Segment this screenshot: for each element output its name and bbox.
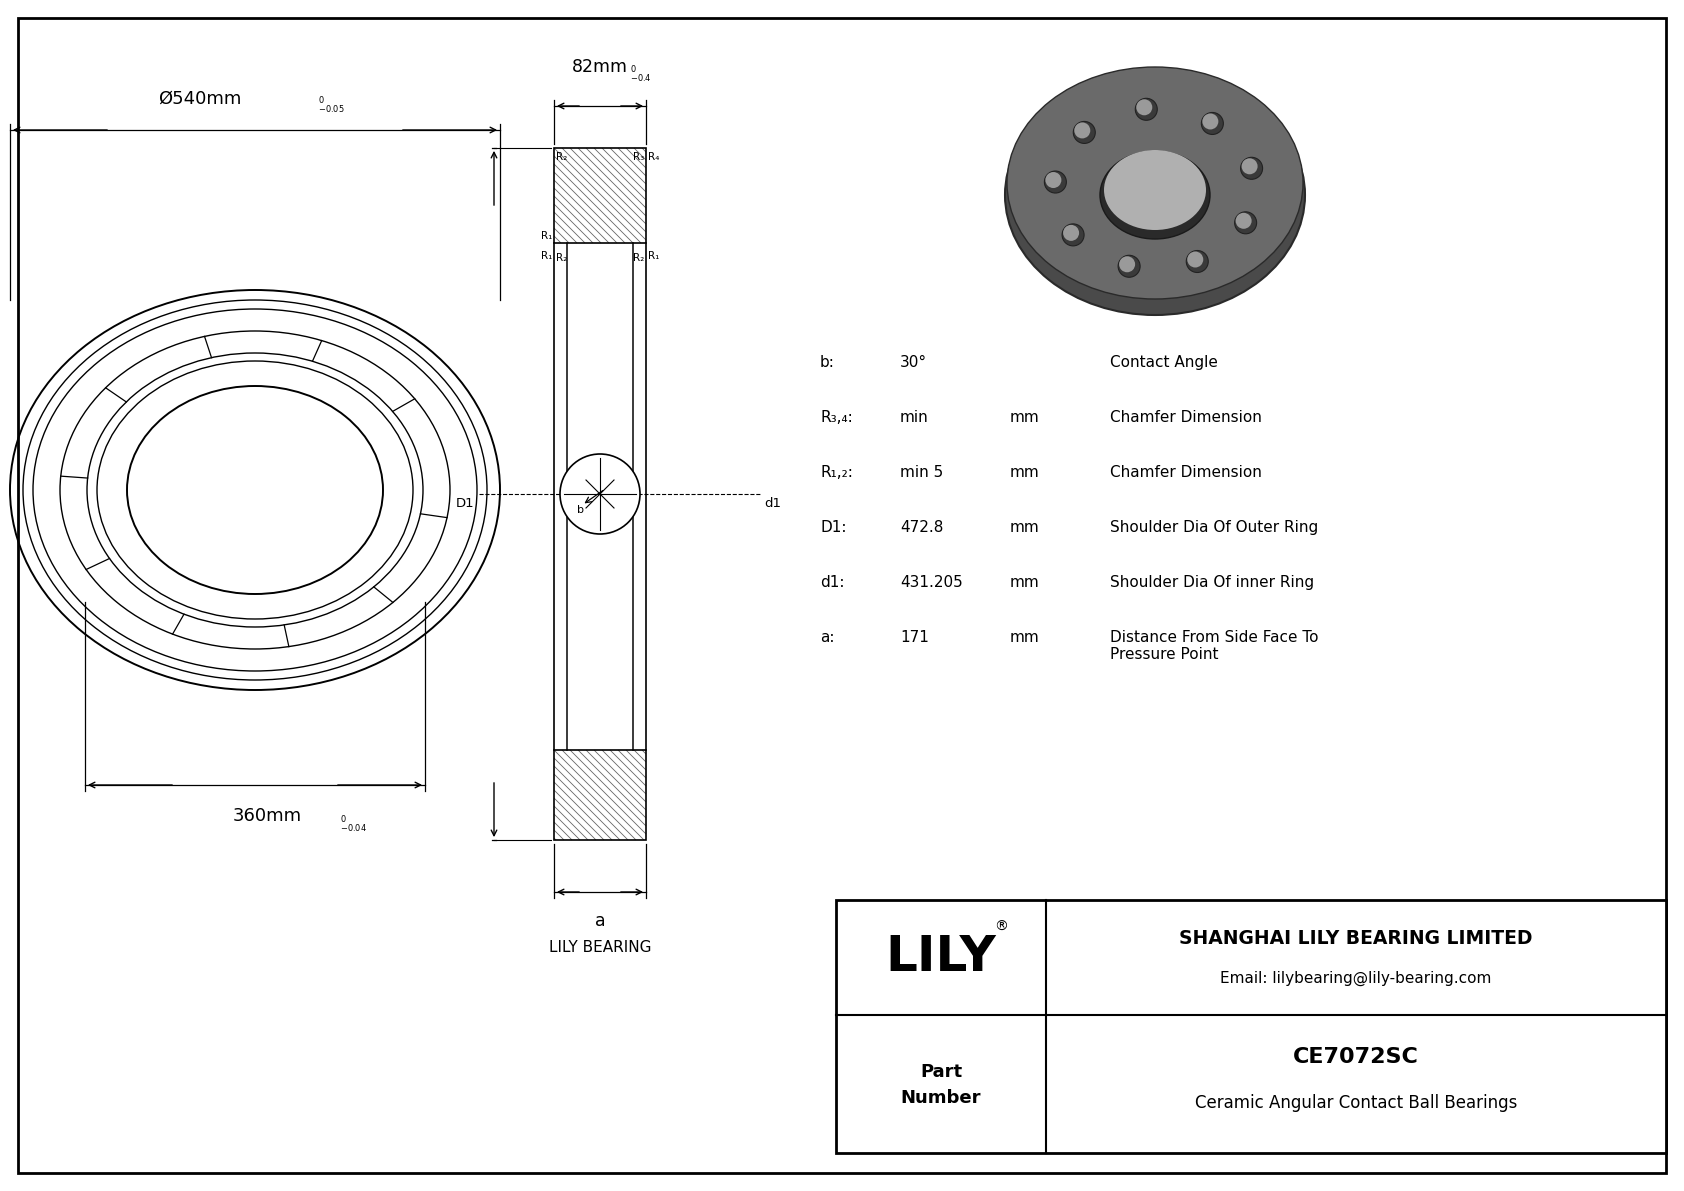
Text: R₁,₂:: R₁,₂: — [820, 464, 852, 480]
Text: mm: mm — [1010, 575, 1039, 590]
Ellipse shape — [1005, 75, 1305, 314]
Circle shape — [1044, 172, 1066, 193]
Circle shape — [1202, 113, 1218, 130]
Ellipse shape — [1105, 150, 1206, 230]
Bar — [554, 148, 647, 243]
Text: $^{0}_{-0.4}$: $^{0}_{-0.4}$ — [630, 64, 652, 85]
Circle shape — [1063, 224, 1084, 245]
Text: 171: 171 — [899, 630, 930, 646]
Text: min 5: min 5 — [899, 464, 943, 480]
Circle shape — [1137, 99, 1152, 116]
Text: $^{0}_{-0.04}$: $^{0}_{-0.04}$ — [340, 815, 367, 835]
Text: Part: Part — [919, 1064, 962, 1081]
Circle shape — [1063, 225, 1079, 241]
Text: R₄: R₄ — [648, 152, 660, 162]
Circle shape — [1073, 121, 1095, 143]
Text: 431.205: 431.205 — [899, 575, 963, 590]
Text: Ceramic Angular Contact Ball Bearings: Ceramic Angular Contact Ball Bearings — [1196, 1095, 1517, 1112]
Text: Shoulder Dia Of inner Ring: Shoulder Dia Of inner Ring — [1110, 575, 1314, 590]
Text: d1:: d1: — [820, 575, 844, 590]
Text: mm: mm — [1010, 464, 1039, 480]
Circle shape — [1135, 99, 1157, 120]
Text: D1: D1 — [455, 497, 473, 510]
Bar — [554, 750, 647, 840]
Text: CE7072SC: CE7072SC — [1293, 1047, 1420, 1067]
Circle shape — [1186, 250, 1207, 273]
Text: a:: a: — [820, 630, 835, 646]
Text: SHANGHAI LILY BEARING LIMITED: SHANGHAI LILY BEARING LIMITED — [1179, 929, 1532, 948]
Text: LILY BEARING: LILY BEARING — [549, 940, 652, 955]
Text: 472.8: 472.8 — [899, 520, 943, 535]
Text: b: b — [576, 505, 584, 515]
Text: R₁: R₁ — [648, 251, 660, 261]
Text: Shoulder Dia Of Outer Ring: Shoulder Dia Of Outer Ring — [1110, 520, 1319, 535]
Circle shape — [1241, 157, 1263, 180]
Text: Chamfer Dimension: Chamfer Dimension — [1110, 410, 1261, 425]
Bar — [554, 148, 647, 243]
Text: mm: mm — [1010, 410, 1039, 425]
Text: R₁: R₁ — [541, 231, 552, 241]
Text: mm: mm — [1010, 630, 1039, 646]
Circle shape — [1074, 123, 1090, 138]
Text: Ø540mm: Ø540mm — [158, 91, 242, 108]
Text: min: min — [899, 410, 930, 425]
Text: ®: ® — [994, 919, 1009, 934]
Text: D1:: D1: — [820, 520, 847, 535]
Text: d1: d1 — [765, 497, 781, 510]
Text: Pressure Point: Pressure Point — [1110, 647, 1219, 662]
Text: Chamfer Dimension: Chamfer Dimension — [1110, 464, 1261, 480]
Circle shape — [1046, 172, 1061, 188]
Text: Number: Number — [901, 1089, 982, 1106]
Text: $^{0}_{-0.05}$: $^{0}_{-0.05}$ — [318, 96, 345, 116]
Circle shape — [1187, 251, 1204, 268]
Ellipse shape — [1100, 151, 1211, 239]
Bar — [554, 750, 647, 840]
Circle shape — [1118, 255, 1140, 278]
Text: Distance From Side Face To: Distance From Side Face To — [1110, 630, 1319, 646]
Circle shape — [561, 454, 640, 534]
Text: 30°: 30° — [899, 355, 928, 370]
Text: R₁: R₁ — [541, 251, 552, 261]
Circle shape — [1234, 212, 1256, 233]
Text: R₃: R₃ — [633, 152, 643, 162]
Circle shape — [1201, 112, 1223, 135]
Text: 360mm: 360mm — [232, 807, 301, 825]
Text: a: a — [594, 912, 605, 930]
Circle shape — [1120, 256, 1135, 273]
Circle shape — [1236, 213, 1251, 229]
Text: Contact Angle: Contact Angle — [1110, 355, 1218, 370]
Text: R₂: R₂ — [633, 252, 643, 263]
Text: R₃,₄:: R₃,₄: — [820, 410, 852, 425]
Text: LILY: LILY — [886, 933, 997, 981]
Text: b:: b: — [820, 355, 835, 370]
Circle shape — [1241, 158, 1258, 174]
Text: mm: mm — [1010, 520, 1039, 535]
Ellipse shape — [1007, 67, 1303, 299]
Text: R₂: R₂ — [556, 152, 568, 162]
Bar — [835, 900, 1665, 1153]
Text: R₂: R₂ — [556, 252, 568, 263]
Text: 82mm: 82mm — [573, 58, 628, 76]
Text: Email: lilybearing@lily-bearing.com: Email: lilybearing@lily-bearing.com — [1221, 971, 1492, 986]
